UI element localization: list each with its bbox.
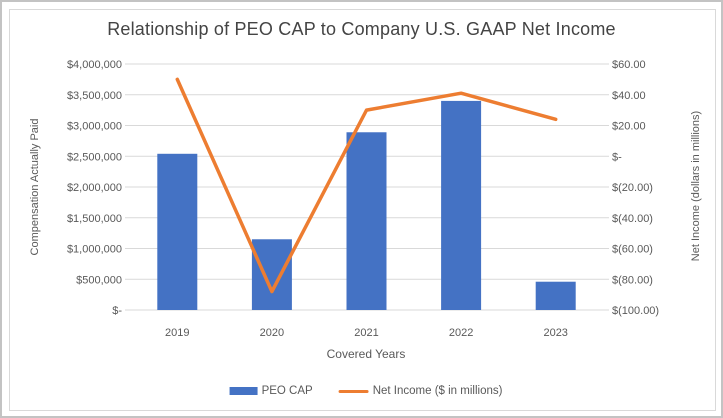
bar-peo-cap (441, 100, 482, 311)
net-income-line (175, 77, 558, 294)
x-axis-tick-label: 2019 (165, 327, 189, 339)
left-axis-title: Compensation Actually Paid (29, 118, 41, 256)
legend-item-net-income: Net Income ($ in millions) (338, 385, 503, 397)
right-axis-tick-label: $(40.00) (612, 213, 653, 225)
right-axis-tick-label: $40.00 (612, 90, 646, 102)
x-axis-tick-label: 2020 (260, 327, 284, 339)
legend-label-peo-cap: PEO CAP (261, 385, 313, 397)
left-axis-tick-label: $2,500,000 (67, 151, 122, 163)
x-axis-tick-label: 2023 (543, 327, 567, 339)
right-axis-tick-label: $20.00 (612, 121, 646, 133)
x-axis-tick-label: 2021 (354, 327, 378, 339)
bar-series-swatch-icon (229, 387, 258, 395)
chart-title: Relationship of PEO CAP to Company U.S. … (107, 19, 616, 39)
bar-peo-cap (157, 153, 198, 310)
left-axis-tick-label: $4,000,000 (67, 59, 122, 71)
left-axis-tick-label: $- (112, 305, 122, 317)
left-axis-tick-label: $1,000,000 (67, 244, 122, 256)
right-axis-tick-label: $60.00 (612, 59, 646, 71)
right-axis-tick-label: $(80.00) (612, 274, 653, 286)
right-axis-tick-label: $- (612, 151, 622, 163)
right-axis-tick-label: $(20.00) (612, 182, 653, 194)
left-axis-tick-label: $3,500,000 (67, 90, 122, 102)
legend: PEO CAP Net Income ($ in millions) (229, 385, 503, 397)
x-axis-title: Covered Years (326, 347, 406, 361)
legend-item-peo-cap: PEO CAP (229, 385, 313, 397)
left-axis-tick-label: $3,000,000 (67, 121, 122, 133)
left-axis-tick-label: $500,000 (76, 274, 122, 286)
left-axis-tick-label: $1,500,000 (67, 213, 122, 225)
right-axis-tick-label: $(100.00) (612, 305, 659, 317)
bar-peo-cap (251, 239, 292, 310)
legend-label-net-income: Net Income ($ in millions) (372, 385, 503, 397)
x-axis-tick-label: 2022 (449, 327, 473, 339)
right-axis-title: Net Income (dollars in millions) (690, 110, 702, 262)
left-axis-tick-label: $2,000,000 (67, 182, 122, 194)
bar-peo-cap (535, 281, 576, 310)
right-axis-tick-label: $(60.00) (612, 244, 653, 256)
bar-peo-cap (346, 132, 387, 310)
line-series-swatch-icon (338, 389, 369, 393)
